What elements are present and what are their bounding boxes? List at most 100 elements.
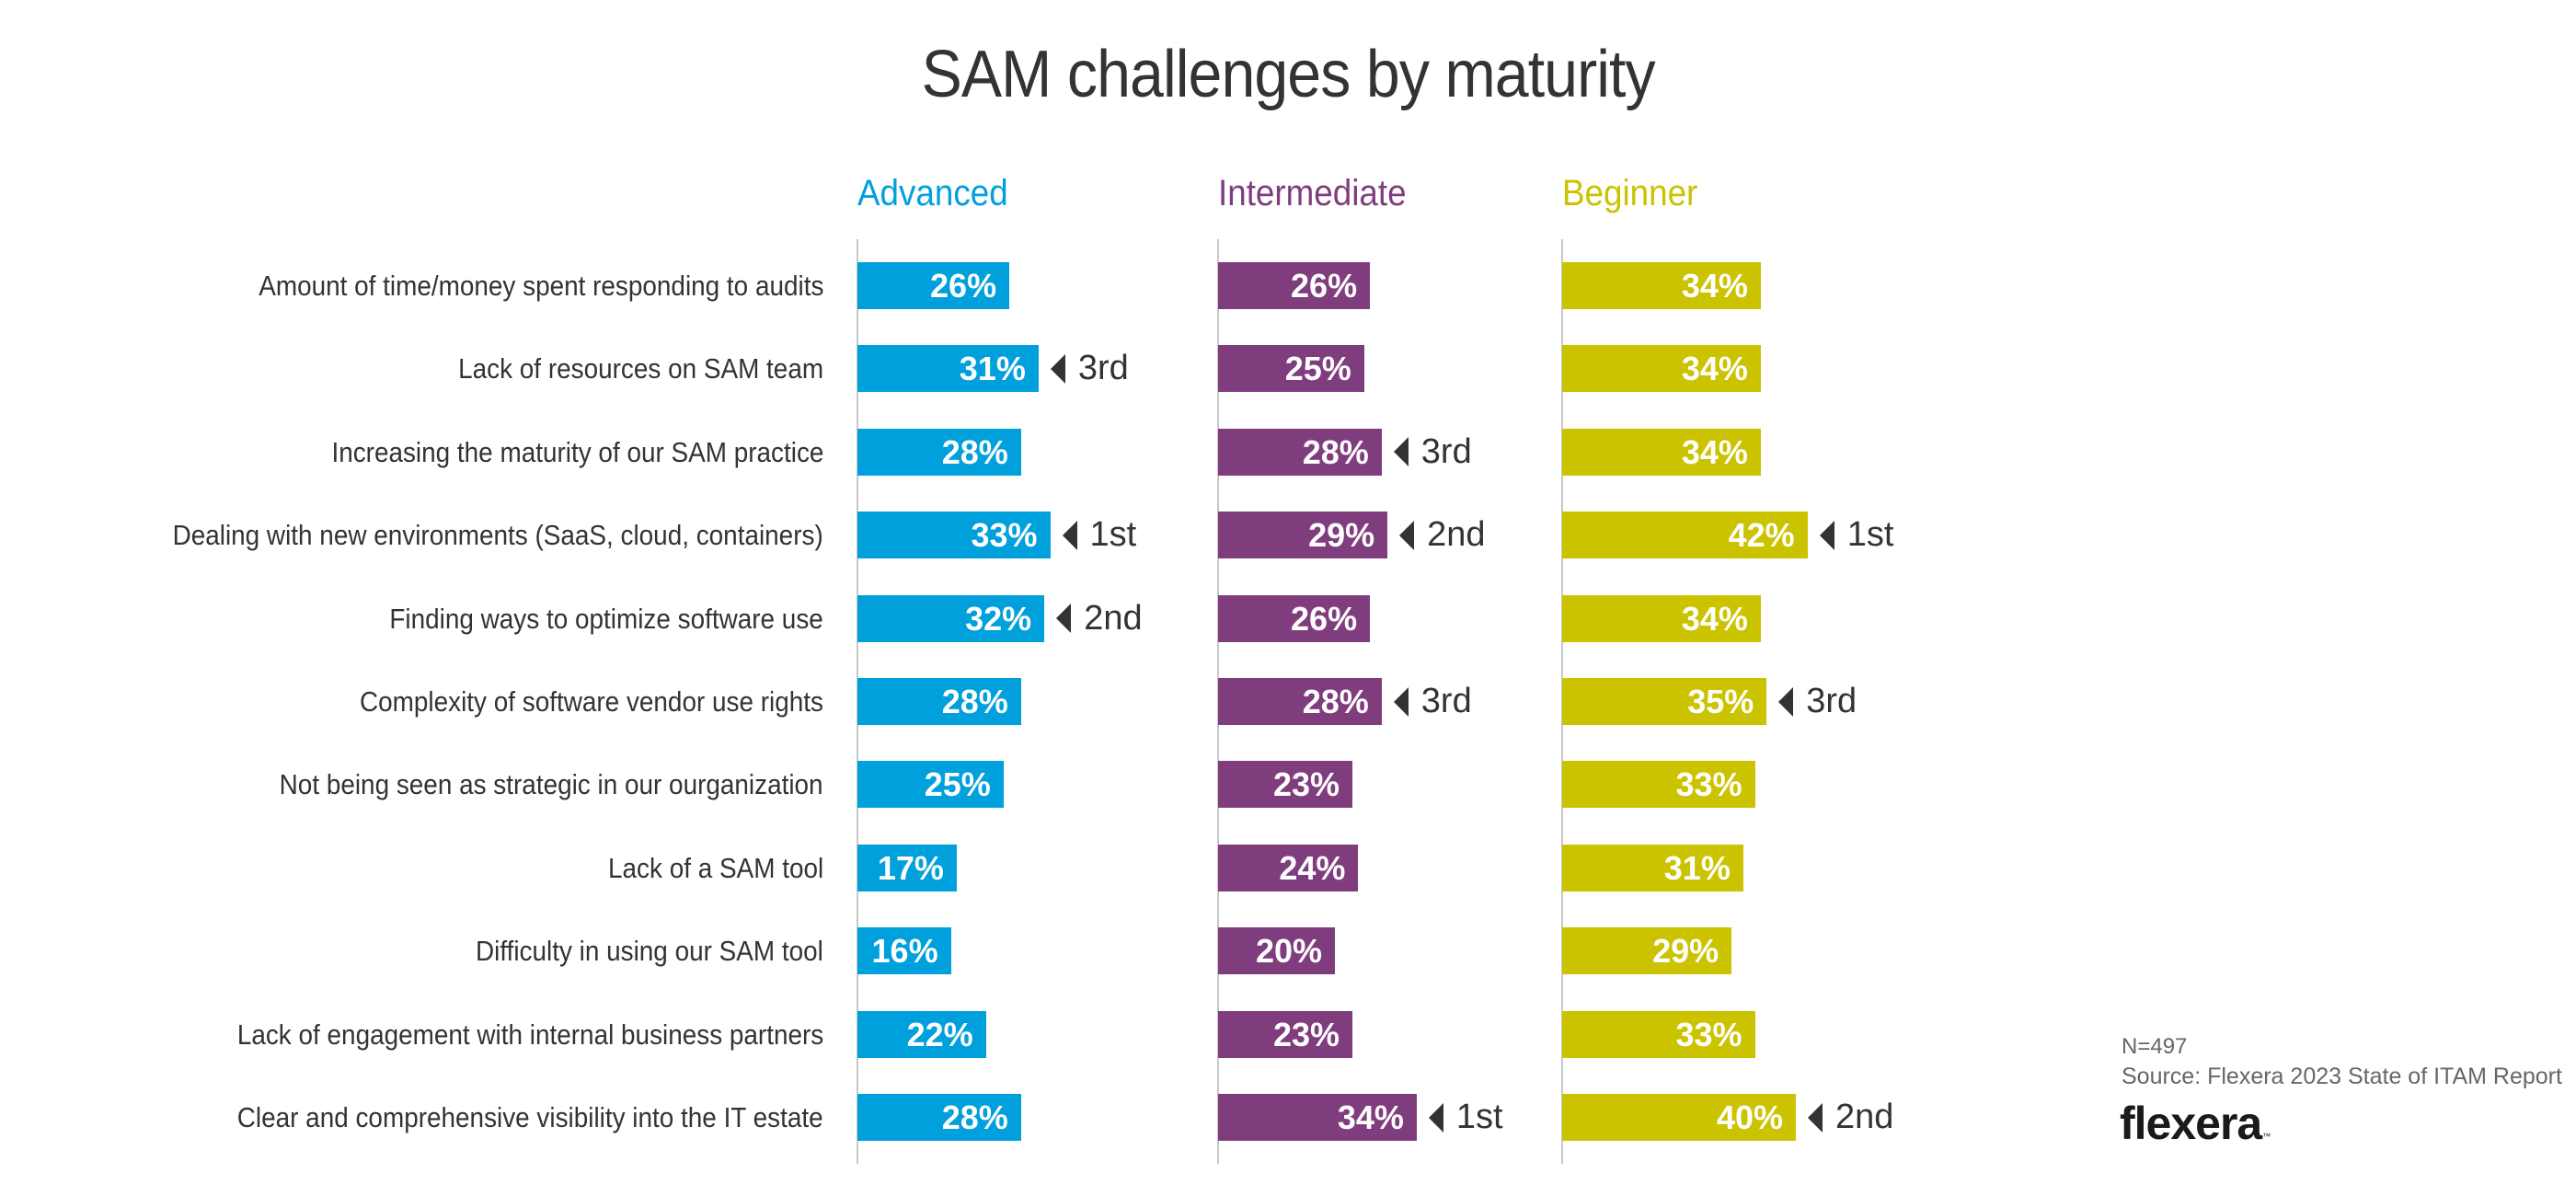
- bar-beginner: 40%: [1562, 1094, 1796, 1141]
- bar-intermediate: 28%: [1218, 428, 1382, 476]
- category-label-text: Lack of resources on SAM team: [458, 352, 823, 385]
- category-label: Complexity of software vendor use rights: [308, 678, 823, 725]
- category-label: Clear and comprehensive visibility into …: [172, 1094, 823, 1141]
- rank-annotation: 3rd: [1393, 429, 1472, 476]
- data-label: 28%: [1302, 432, 1369, 471]
- bar-advanced: 16%: [857, 927, 951, 975]
- rank-text: 3rd: [1420, 682, 1472, 720]
- bar-intermediate: 29%: [1218, 512, 1388, 559]
- category-label: Finding ways to optimize software use: [341, 595, 823, 642]
- data-label: 31%: [959, 350, 1026, 388]
- bar-intermediate: 23%: [1218, 761, 1353, 809]
- data-label: 34%: [1681, 599, 1748, 638]
- series-header-beginner: Beginner: [1562, 173, 1709, 214]
- rank-text: 2nd: [1427, 515, 1486, 555]
- category-label: Lack of engagement with internal busines…: [172, 1011, 823, 1058]
- data-label: 33%: [1675, 765, 1742, 804]
- bar-advanced: 25%: [857, 761, 1004, 809]
- flexera-logo: flexera™: [2120, 1097, 2271, 1150]
- rank-annotation: 1st: [1062, 512, 1137, 558]
- rank-text: 1st: [1089, 515, 1137, 555]
- data-label: 28%: [941, 683, 1008, 720]
- data-label: 24%: [1279, 848, 1346, 887]
- sample-size-note: N=497: [2122, 1034, 2188, 1059]
- data-label: 17%: [877, 848, 944, 887]
- bar-beginner: 33%: [1562, 761, 1755, 809]
- category-label: Amount of time/money spent responding to…: [196, 262, 823, 309]
- bar-intermediate: 26%: [1218, 594, 1371, 642]
- data-label: 34%: [1337, 1098, 1404, 1136]
- series-header-text: Advanced: [857, 173, 1008, 213]
- rank-text: 3rd: [1806, 682, 1857, 720]
- bar-advanced: 28%: [857, 678, 1021, 725]
- triangle-left-icon: [1808, 1102, 1823, 1133]
- bar-beginner: 42%: [1562, 512, 1808, 559]
- rank-text: 3rd: [1420, 431, 1472, 471]
- bar-advanced: 31%: [857, 345, 1039, 393]
- data-label: 23%: [1272, 1015, 1340, 1053]
- data-label: 28%: [941, 1098, 1008, 1136]
- data-label: 33%: [971, 516, 1038, 555]
- bar-beginner: 33%: [1562, 1010, 1755, 1058]
- category-label-text: Complexity of software vendor use rights: [360, 685, 823, 718]
- chart-title: SAM challenges by maturity: [0, 37, 2576, 112]
- data-label: 35%: [1687, 683, 1754, 720]
- rank-annotation: 2nd: [1399, 512, 1486, 558]
- data-label: 34%: [1681, 350, 1748, 388]
- category-label: Dealing with new environments (SaaS, clo…: [100, 512, 823, 558]
- source-note: Source: Flexera 2023 State of ITAM Repor…: [2122, 1064, 2562, 1089]
- data-label: 22%: [906, 1015, 973, 1053]
- triangle-left-icon: [1819, 520, 1834, 550]
- category-label-text: Increasing the maturity of our SAM pract…: [331, 435, 823, 468]
- category-label-text: Clear and comprehensive visibility into …: [237, 1101, 823, 1133]
- series-header-advanced: Advanced: [857, 173, 1021, 214]
- bar-intermediate: 26%: [1218, 262, 1371, 309]
- bar-advanced: 28%: [857, 428, 1021, 476]
- rank-annotation: 3rd: [1778, 678, 1857, 725]
- bar-intermediate: 20%: [1218, 927, 1335, 975]
- category-label-text: Difficulty in using our SAM tool: [476, 935, 823, 968]
- data-label: 28%: [1302, 683, 1369, 720]
- triangle-left-icon: [1778, 686, 1794, 717]
- bar-advanced: 28%: [857, 1094, 1021, 1141]
- data-label: 20%: [1255, 932, 1322, 971]
- bar-intermediate: 23%: [1218, 1010, 1353, 1058]
- data-label: 28%: [941, 432, 1008, 471]
- data-label: 26%: [1291, 267, 1358, 305]
- category-label-text: Amount of time/money spent responding to…: [258, 270, 823, 302]
- rank-annotation: 3rd: [1393, 678, 1472, 725]
- category-label: Lack of a SAM tool: [584, 845, 823, 891]
- rank-text: 2nd: [1835, 1098, 1894, 1136]
- data-label: 26%: [1291, 599, 1358, 638]
- category-label-text: Finding ways to optimize software use: [389, 602, 823, 635]
- data-label: 32%: [965, 599, 1032, 638]
- category-label: Difficulty in using our SAM tool: [437, 927, 823, 974]
- bar-advanced: 17%: [857, 844, 957, 891]
- category-label-text: Lack of a SAM tool: [607, 851, 823, 884]
- rank-text: 1st: [1846, 515, 1894, 555]
- category-label-text: Lack of engagement with internal busines…: [236, 1018, 823, 1051]
- data-label: 34%: [1681, 432, 1748, 471]
- bar-advanced: 22%: [857, 1010, 986, 1058]
- category-label-text: Not being seen as strategic in our ourga…: [280, 768, 823, 801]
- category-label-text: Dealing with new environments (SaaS, clo…: [172, 519, 823, 552]
- rank-annotation: 2nd: [1808, 1094, 1893, 1141]
- data-label: 23%: [1272, 765, 1340, 804]
- bar-intermediate: 24%: [1218, 844, 1359, 891]
- rank-annotation: 3rd: [1050, 345, 1129, 392]
- rank-annotation: 1st: [1428, 1094, 1503, 1141]
- data-label: 16%: [871, 932, 938, 971]
- rank-text: 3rd: [1077, 349, 1129, 388]
- bar-beginner: 34%: [1562, 594, 1761, 642]
- bar-beginner: 34%: [1562, 262, 1761, 309]
- trademark-icon: ™: [2262, 1132, 2271, 1141]
- bar-intermediate: 25%: [1218, 345, 1364, 393]
- data-label: 42%: [1728, 516, 1795, 555]
- triangle-left-icon: [1050, 353, 1065, 384]
- data-label: 29%: [1308, 516, 1375, 555]
- bar-advanced: 33%: [857, 512, 1051, 559]
- bar-beginner: 29%: [1562, 927, 1732, 975]
- bar-advanced: 32%: [857, 594, 1045, 642]
- bar-beginner: 34%: [1562, 345, 1761, 393]
- bar-beginner: 35%: [1562, 678, 1767, 725]
